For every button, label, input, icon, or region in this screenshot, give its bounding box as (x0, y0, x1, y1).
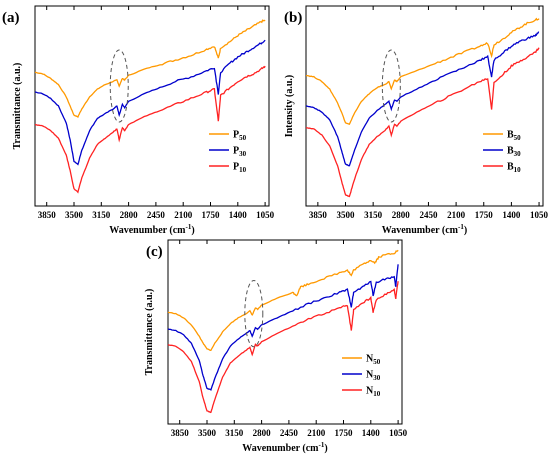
series-line-p30 (34, 39, 266, 166)
x-tick-label: 2800 (253, 428, 272, 438)
highlight-ellipse (244, 279, 264, 348)
x-tick-label: 3150 (225, 428, 244, 438)
plot-frame (34, 5, 270, 207)
x-tick-label: 1750 (475, 210, 494, 220)
x-tick-label: 1050 (389, 428, 408, 438)
series-line-n30 (167, 264, 399, 392)
legend-label: N10 (366, 386, 381, 399)
legend-label: P50 (233, 130, 247, 143)
highlight-ellipse (381, 49, 401, 123)
x-tick-label: 2450 (419, 210, 438, 220)
legend-label: B30 (507, 146, 521, 159)
x-axis-label: Wavenumber (cm-1) (109, 223, 194, 236)
chart-panel-2: 3850 3500 3150 2800 2450 2100 1750 1400 1050 Wave… (284, 5, 549, 236)
x-tick-label: 3150 (364, 210, 383, 220)
x-tick-label: 2100 (174, 210, 193, 220)
series-line-n10 (167, 281, 399, 414)
x-tick-label: 2800 (120, 210, 139, 220)
x-tick-label: 1400 (362, 428, 381, 438)
x-tick-label: 2450 (147, 210, 166, 220)
x-axis-label: Wavenumber (cm-1) (382, 223, 467, 236)
series-line-n50 (167, 249, 399, 351)
x-tick-label: 3500 (65, 210, 84, 220)
chart-panel-3: 3850 3500 3150 2800 2450 2100 1750 1400 1050 Wave… (144, 239, 408, 454)
x-tick-label: 2100 (307, 428, 326, 438)
x-tick-label: 1750 (202, 210, 221, 220)
legend-label: B50 (507, 130, 521, 143)
panel-label: (a) (2, 10, 20, 26)
x-tick-label: 1400 (229, 210, 248, 220)
chart-panel-1: 3850 3500 3150 2800 2450 2100 1750 1400 1050 Wave… (2, 5, 275, 236)
x-axis-label: Wavenumber (cm-1) (242, 441, 327, 454)
x-tick-label: 3500 (337, 210, 356, 220)
x-tick-label: 3150 (92, 210, 111, 220)
x-tick-label: 1400 (502, 210, 521, 220)
legend-label: N30 (366, 370, 381, 383)
legend-label: P30 (233, 146, 247, 159)
x-tick-label: 3500 (198, 428, 217, 438)
x-tick-label: 1050 (256, 210, 275, 220)
x-tick-label: 3850 (309, 210, 328, 220)
series-line-p50 (34, 19, 266, 118)
panel-label: (b) (284, 10, 302, 26)
highlight-ellipse (109, 49, 129, 123)
x-tick-label: 3850 (38, 210, 57, 220)
series-line-b10 (305, 47, 540, 198)
x-tick-label: 2100 (447, 210, 466, 220)
x-tick-label: 1050 (530, 210, 549, 220)
plot-frame (167, 239, 403, 425)
x-tick-label: 2800 (392, 210, 411, 220)
series-line-p10 (34, 65, 266, 194)
series-line-b30 (305, 31, 540, 167)
y-axis-label: Intensity (a.u.) (284, 75, 295, 138)
x-tick-label: 1750 (335, 428, 354, 438)
y-axis-label: Transmittance (a.u.) (144, 289, 155, 376)
y-axis-label: Transmittance (a.u.) (12, 63, 23, 150)
panel-label: (c) (146, 244, 163, 260)
x-tick-label: 2450 (280, 428, 299, 438)
legend-label: B10 (507, 162, 521, 175)
series-line-b50 (306, 17, 540, 125)
legend-label: P10 (233, 162, 247, 175)
x-tick-label: 3850 (171, 428, 190, 438)
legend-label: N50 (366, 354, 381, 367)
